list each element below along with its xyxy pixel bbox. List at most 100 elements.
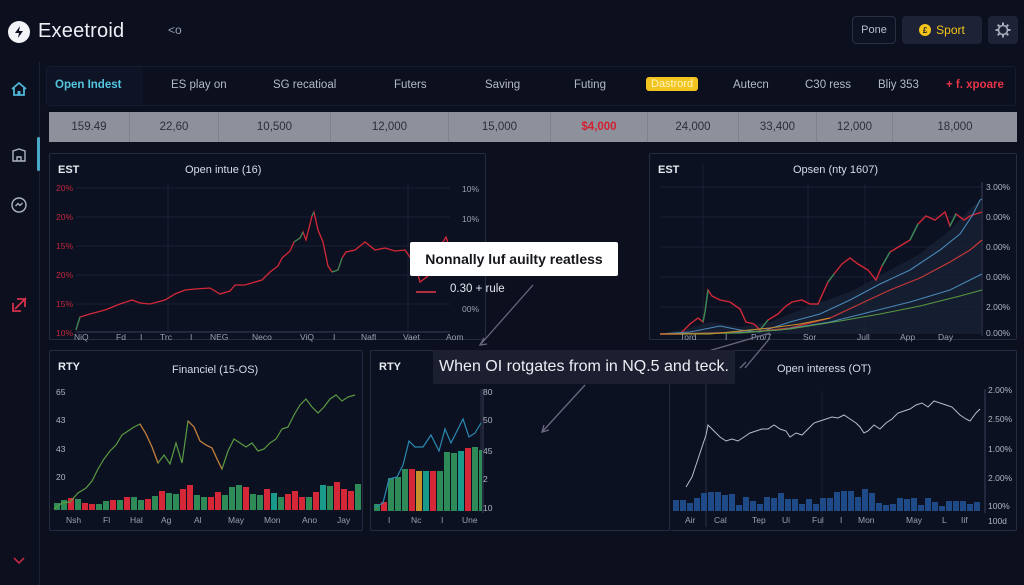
x-tick: NEG bbox=[210, 332, 229, 342]
open-interess-chart bbox=[673, 351, 986, 527]
y-tick: 15% bbox=[56, 299, 74, 309]
chart-panel-financiel[interactable]: RTY Financiel (15-OS) 65 43 43 20 Nsh Fl… bbox=[49, 350, 363, 531]
chart-panel-open-interess[interactable]: Open interess (OT) 2.00% 2.50% 1.00% 2.0… bbox=[670, 350, 1017, 531]
chart-tag: RTY bbox=[379, 361, 401, 373]
value-cell: 12,000 bbox=[331, 112, 449, 142]
chart-tag: EST bbox=[658, 164, 680, 176]
x-tick: I bbox=[441, 515, 444, 525]
x-tick: May bbox=[228, 515, 245, 525]
x-tick: Hal bbox=[130, 515, 143, 525]
x-tick: Aom bbox=[446, 332, 464, 342]
top-actions: Pone £ Sport bbox=[852, 16, 1018, 44]
callout-top: Nonnally luf auilty reatless bbox=[410, 242, 618, 276]
tab-expoare[interactable]: + f. xpoare bbox=[946, 79, 1004, 91]
x-tick: Une bbox=[462, 515, 478, 525]
x-tick: Al bbox=[194, 515, 202, 525]
x-tick: Iif bbox=[961, 515, 968, 525]
x-tick: I bbox=[190, 332, 193, 342]
y-tick: 20 bbox=[56, 472, 66, 482]
sidebar-item-sync[interactable] bbox=[8, 194, 30, 216]
chart-panel-opsen[interactable]: EST Opsen (nty 1607) 3.00% 0.00% 0.00% 0… bbox=[649, 153, 1017, 342]
sport-label: Sport bbox=[936, 23, 965, 37]
value-cell: 24,000 bbox=[648, 112, 739, 142]
y-tick: 100d bbox=[988, 516, 1007, 526]
value-cell-highlight: $4,000 bbox=[551, 112, 648, 142]
tab-futing[interactable]: Futing bbox=[574, 79, 606, 91]
y-tick: 45 bbox=[483, 446, 493, 456]
tab-futers[interactable]: Futers bbox=[394, 79, 427, 91]
volume-bars bbox=[54, 482, 361, 510]
callout-note: 0.30 + rule bbox=[450, 283, 505, 295]
y-tick: 20% bbox=[56, 183, 74, 193]
x-tick: Fd bbox=[116, 332, 126, 342]
pone-button[interactable]: Pone bbox=[852, 16, 896, 44]
x-tick: Fl bbox=[103, 515, 111, 525]
x-tick: NiQ bbox=[74, 332, 89, 342]
tab-open-indest[interactable]: Open Indest bbox=[55, 79, 122, 91]
y-tick: 2 bbox=[483, 474, 488, 484]
tab-c30-ress[interactable]: C30 ress bbox=[805, 79, 852, 91]
sidebar bbox=[0, 62, 40, 585]
y-tick: 1.00% bbox=[988, 444, 1013, 454]
y-tick: 80 bbox=[483, 387, 493, 397]
expand-arrows-icon bbox=[12, 297, 27, 312]
y-tick: 0.00% bbox=[986, 242, 1011, 252]
y-tick: 50 bbox=[483, 415, 493, 425]
tab-dastrord[interactable]: Dastrord bbox=[646, 77, 699, 91]
sport-button[interactable]: £ Sport bbox=[902, 16, 982, 44]
x-tick: ViQ bbox=[300, 332, 315, 342]
y-tick: 65 bbox=[56, 387, 66, 397]
x-tick: Sor bbox=[803, 332, 817, 342]
sidebar-item-expand[interactable] bbox=[8, 294, 30, 316]
sidebar-active-indicator bbox=[37, 137, 40, 171]
value-cell: 10,500 bbox=[219, 112, 331, 142]
value-cell: 33,400 bbox=[739, 112, 817, 142]
y-tick: 3.00% bbox=[986, 182, 1011, 192]
x-tick: App bbox=[900, 332, 916, 342]
values-strip: 159.49 22,60 10,500 12,000 15,000 $4,000… bbox=[49, 112, 1017, 142]
y-tick: 0.00% bbox=[986, 272, 1011, 282]
x-tick: Nsh bbox=[66, 515, 82, 525]
back-nav-button[interactable]: <o bbox=[168, 23, 182, 37]
app-title: Exeetroid bbox=[38, 20, 125, 42]
tab-bar: Open Indest ES play on SG recatioal Fute… bbox=[46, 66, 1016, 106]
open-intue-line-chart bbox=[75, 184, 451, 333]
y-tick: 10% bbox=[462, 214, 480, 224]
y-tick: 20% bbox=[56, 212, 74, 222]
tab-autecn[interactable]: Autecn bbox=[733, 79, 769, 91]
x-tick: May bbox=[906, 515, 923, 525]
home-icon bbox=[11, 81, 27, 96]
coin-icon: £ bbox=[919, 24, 932, 36]
value-cell: 12,000 bbox=[817, 112, 893, 142]
x-tick: Jull bbox=[857, 332, 870, 342]
x-tick: Day bbox=[938, 332, 954, 342]
folder-icon bbox=[12, 148, 26, 162]
x-tick: Ui bbox=[782, 515, 791, 525]
x-tick: Ano bbox=[302, 515, 318, 525]
x-tick: Trc bbox=[160, 332, 172, 342]
value-cell: 22,60 bbox=[130, 112, 219, 142]
sidebar-item-home[interactable] bbox=[8, 78, 30, 100]
settings-button[interactable] bbox=[988, 16, 1018, 44]
sidebar-item-folder[interactable] bbox=[8, 144, 30, 166]
y-tick: 10 bbox=[483, 503, 493, 513]
x-tick: Mon bbox=[858, 515, 875, 525]
tab-sg-recatioal[interactable]: SG recatioal bbox=[273, 79, 337, 91]
tab-es-play-on[interactable]: ES play on bbox=[171, 79, 227, 91]
y-tick: 43 bbox=[56, 415, 66, 425]
app-logo[interactable]: Exeetroid bbox=[8, 20, 124, 43]
y-tick: 100% bbox=[988, 501, 1010, 511]
sidebar-collapse-button[interactable] bbox=[8, 550, 30, 572]
y-tick: 15% bbox=[56, 241, 74, 251]
y-tick: 2.50% bbox=[988, 414, 1013, 424]
lightning-bolt-icon bbox=[8, 20, 30, 43]
y-tick: 00% bbox=[462, 304, 480, 314]
chevron-down-icon bbox=[13, 557, 25, 565]
tab-saving[interactable]: Saving bbox=[485, 79, 521, 91]
y-tick: 2.00% bbox=[986, 302, 1011, 312]
gear-icon bbox=[995, 22, 1011, 38]
tab-bliy-353[interactable]: Bliy 353 bbox=[878, 79, 919, 91]
rty-bar-chart bbox=[374, 389, 484, 513]
x-tick: Nafl bbox=[361, 332, 377, 342]
